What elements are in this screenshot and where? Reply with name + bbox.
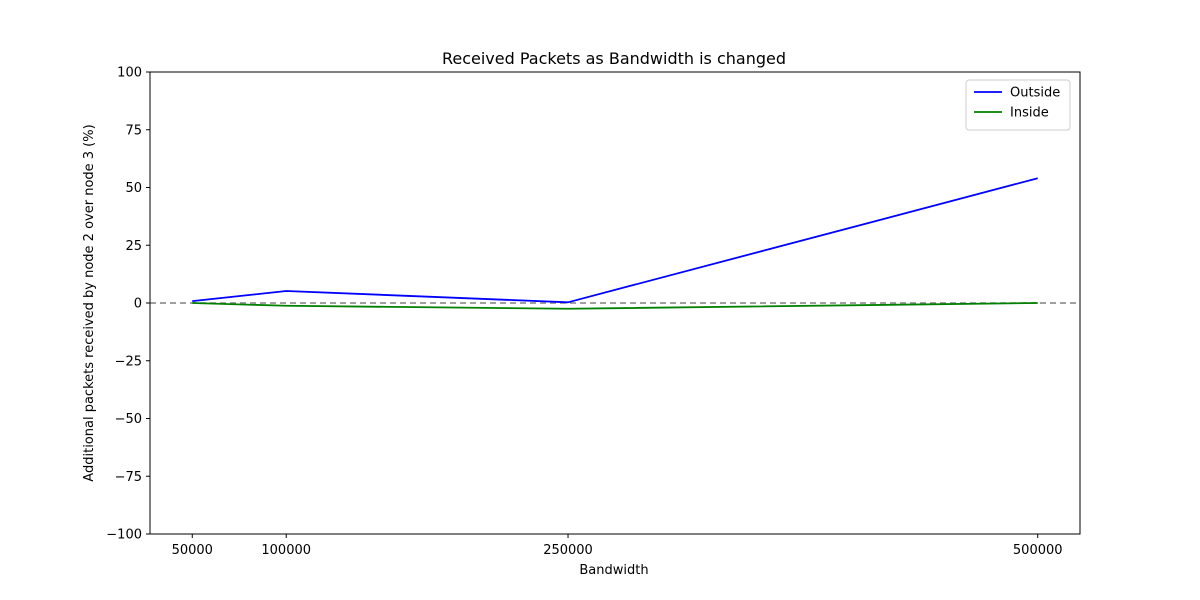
legend-label-outside: Outside <box>1010 86 1060 101</box>
x-tick-label: 250000 <box>543 543 593 558</box>
chart-title: Received Packets as Bandwidth is changed <box>442 49 786 68</box>
x-tick-label: 100000 <box>261 543 311 558</box>
y-tick-label: 25 <box>125 239 142 254</box>
y-tick-label: −75 <box>115 470 142 485</box>
y-tick-label: 75 <box>125 123 142 138</box>
y-tick-label: −100 <box>106 528 142 543</box>
y-tick-label: 100 <box>117 66 142 81</box>
y-tick-label: −25 <box>115 354 142 369</box>
y-tick-label: 0 <box>134 297 142 312</box>
x-tick-label: 50000 <box>172 543 213 558</box>
series-line-inside <box>192 302 1038 310</box>
y-axis-label: Additional packets received by node 2 ov… <box>82 124 97 481</box>
x-axis-label: Bandwidth <box>579 563 648 578</box>
x-tick-label: 500000 <box>1013 543 1063 558</box>
y-tick-label: −50 <box>115 412 142 427</box>
legend: Outside Inside <box>965 79 1071 131</box>
y-tick-label: 50 <box>125 181 142 196</box>
legend-label-inside: Inside <box>1010 106 1049 121</box>
series-line-outside <box>192 177 1038 304</box>
